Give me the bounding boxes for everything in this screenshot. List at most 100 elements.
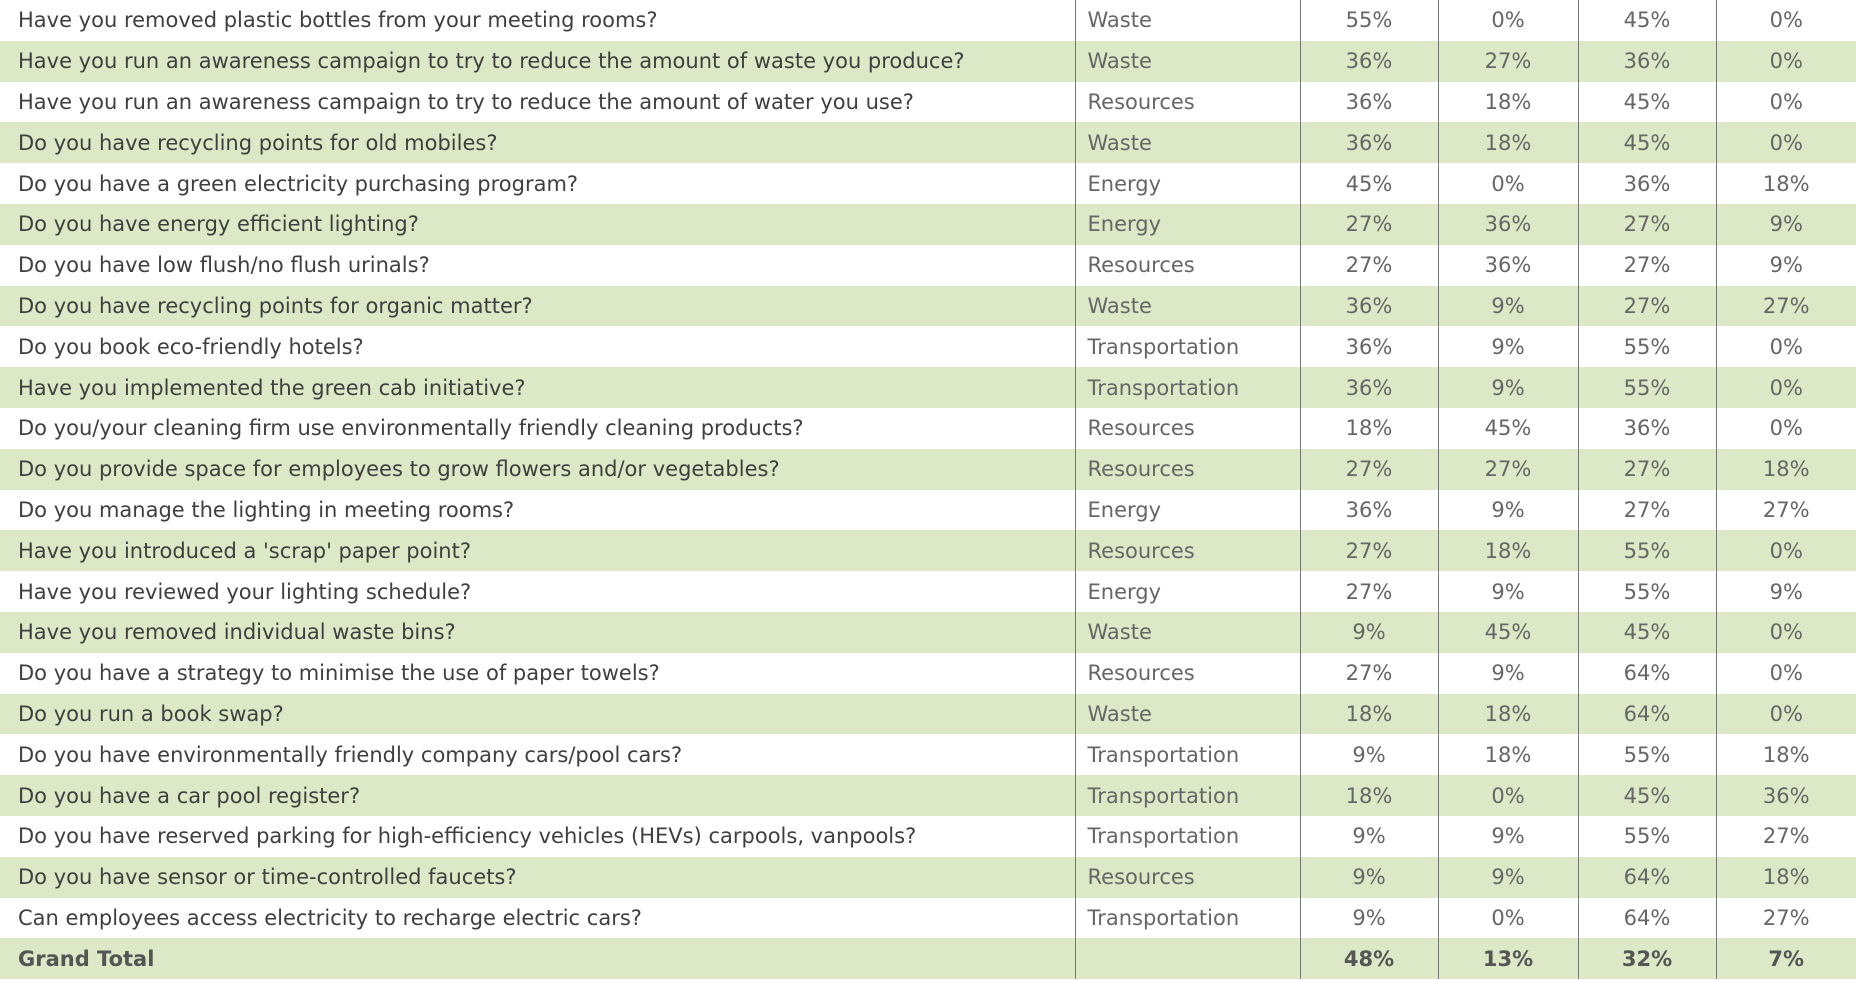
category-cell: Energy — [1074, 489, 1300, 531]
percent-cell: 9% — [1715, 203, 1856, 245]
percent-cell: 9% — [1715, 571, 1856, 612]
percent-cell: 64% — [1577, 856, 1716, 898]
percent-cell: 27% — [1299, 652, 1438, 694]
percent-cell: 0% — [1437, 0, 1578, 41]
category-cell: Waste — [1074, 285, 1300, 327]
percent-cell: 18% — [1437, 734, 1578, 776]
percent-cell: 36% — [1299, 40, 1438, 82]
percent-cell: 55% — [1299, 0, 1438, 41]
table-row: Do you have recycling points for old mob… — [0, 122, 1856, 164]
percent-cell: 45% — [1577, 122, 1716, 164]
table-row: Do you have reserved parking for high-ef… — [0, 815, 1856, 857]
category-cell: Transportation — [1074, 775, 1300, 816]
percent-cell: 0% — [1715, 0, 1856, 41]
category-cell: Resources — [1074, 407, 1300, 449]
percent-cell: 27% — [1577, 489, 1716, 531]
category-cell: Resources — [1074, 652, 1300, 694]
percent-cell: 27% — [1299, 448, 1438, 490]
category-cell: Energy — [1074, 163, 1300, 204]
table-row: Do you have recycling points for organic… — [0, 285, 1856, 327]
percent-cell: 45% — [1437, 407, 1578, 449]
percent-cell: 9% — [1299, 734, 1438, 776]
percent-cell: 18% — [1299, 693, 1438, 735]
question-cell: Do you have energy efficient lighting? — [0, 203, 1075, 245]
table-row: Can employees access electricity to rech… — [0, 897, 1856, 939]
category-cell: Transportation — [1074, 815, 1300, 857]
percent-cell: 0% — [1715, 40, 1856, 82]
percent-cell: 18% — [1437, 122, 1578, 164]
percent-cell: 0% — [1715, 367, 1856, 408]
percent-cell: 64% — [1577, 652, 1716, 694]
question-cell: Do you have reserved parking for high-ef… — [18, 824, 917, 849]
table-row: Do you have sensor or time-controlled fa… — [0, 856, 1856, 898]
percent-cell: 27% — [1715, 489, 1856, 531]
question-cell: Do you have a green electricity purchasi… — [18, 171, 579, 196]
question-cell: Do you provide space for employees to gr… — [0, 448, 1075, 490]
total-percent: 48% — [1299, 938, 1438, 980]
percent-cell: 36% — [1437, 244, 1578, 286]
percent-cell: 27% — [1437, 40, 1578, 82]
category-cell: Resources — [1074, 244, 1300, 286]
table-row: Do you book eco-friendly hotels? Transpor… — [0, 326, 1856, 368]
question-cell: Have you removed plastic bottles from yo… — [18, 8, 658, 33]
percent-cell: 9% — [1437, 652, 1578, 694]
percent-cell: 18% — [1437, 693, 1578, 735]
percent-cell: 27% — [1299, 571, 1438, 612]
percent-cell: 55% — [1577, 367, 1716, 408]
percent-cell: 27% — [1715, 815, 1856, 857]
category-cell: Energy — [1074, 203, 1300, 245]
table-row: Do you run a book swap? Waste 18% 18% 64% 0% — [0, 693, 1856, 735]
percent-cell: 18% — [1437, 530, 1578, 572]
table-row: Do you provide space for employees to gr… — [0, 448, 1856, 490]
table-row: Have you introduced a 'scrap' paper poin… — [0, 530, 1856, 572]
total-row: Grand Total 48% 13% 32% 7% — [0, 938, 1856, 980]
percent-cell: 18% — [1715, 163, 1856, 204]
percent-cell: 27% — [1715, 285, 1856, 327]
percent-cell: 45% — [1577, 0, 1716, 41]
table-row: Do you have environmentally friendly com… — [0, 734, 1856, 776]
percent-cell: 18% — [1715, 734, 1856, 776]
percent-cell: 27% — [1437, 448, 1578, 490]
percent-cell: 45% — [1577, 775, 1716, 816]
percent-cell: 36% — [1299, 489, 1438, 531]
table-row: Have you reviewed your lighting schedule… — [0, 571, 1856, 612]
category-cell: Transportation — [1074, 367, 1300, 408]
percent-cell: 9% — [1715, 244, 1856, 286]
question-cell: Have you run an awareness campaign to tr… — [18, 89, 914, 114]
percent-cell: 64% — [1577, 897, 1716, 939]
percent-cell: 0% — [1715, 122, 1856, 164]
table-row: Do you manage the lighting in meeting ro… — [0, 489, 1856, 531]
percent-cell: 0% — [1715, 693, 1856, 735]
percent-cell: 0% — [1715, 81, 1856, 123]
percent-cell: 27% — [1577, 448, 1716, 490]
percent-cell: 18% — [1715, 856, 1856, 898]
category-cell: Resources — [1074, 530, 1300, 572]
percent-cell: 27% — [1577, 203, 1716, 245]
percent-cell: 9% — [1299, 856, 1438, 898]
question-cell: Do you have environmentally friendly com… — [18, 742, 683, 767]
percent-cell: 55% — [1577, 571, 1716, 612]
percent-cell: 9% — [1437, 285, 1578, 327]
total-percent: 7% — [1715, 938, 1856, 980]
question-cell: Do you book eco-friendly hotels? — [18, 334, 364, 359]
category-cell: Waste — [1074, 0, 1300, 41]
table-row: Do you have a car pool register? Transpor… — [0, 775, 1856, 816]
question-cell: Do you have low flush/no flush urinals? — [18, 253, 430, 278]
question-cell: Have you introduced a 'scrap' paper poin… — [0, 530, 1075, 572]
table-row: Do you have low flush/no flush urinals? R… — [0, 244, 1856, 286]
percent-cell: 36% — [1299, 326, 1438, 368]
category-cell: Resources — [1074, 448, 1300, 490]
percent-cell: 36% — [1577, 40, 1716, 82]
percent-cell: 45% — [1437, 611, 1578, 653]
category-cell: Energy — [1074, 571, 1300, 612]
category-cell: Waste — [1074, 122, 1300, 164]
percent-cell: 45% — [1299, 163, 1438, 204]
category-cell — [1074, 938, 1300, 980]
percent-cell: 9% — [1437, 489, 1578, 531]
percent-cell: 36% — [1299, 367, 1438, 408]
percent-cell: 0% — [1715, 652, 1856, 694]
percent-cell: 0% — [1715, 407, 1856, 449]
percent-cell: 36% — [1577, 407, 1716, 449]
